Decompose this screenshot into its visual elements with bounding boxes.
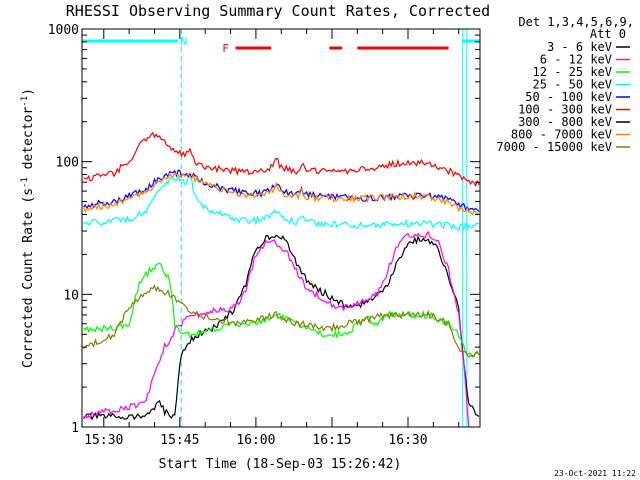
series-line-2 bbox=[83, 262, 480, 359]
legend-header-line-2: Att 0 bbox=[590, 27, 626, 41]
chart-title: RHESSI Observing Summary Count Rates, Co… bbox=[66, 2, 490, 20]
legend-label: 100 - 300 keV bbox=[518, 103, 612, 117]
x-tick-label: 15:30 bbox=[84, 433, 123, 448]
series-line-7 bbox=[82, 171, 480, 217]
x-axis: 15:30 15:45 16:00 16:15 16:30 bbox=[84, 29, 460, 448]
x-tick-label: 16:00 bbox=[236, 433, 275, 448]
y-tick-label: 100 bbox=[56, 156, 79, 171]
legend-label: 3 - 6 keV bbox=[547, 40, 612, 54]
legend-label: 25 - 50 keV bbox=[533, 78, 612, 92]
x-tick-label: 16:30 bbox=[388, 433, 427, 448]
series-line-8 bbox=[83, 284, 480, 358]
legend-label: 12 - 25 keV bbox=[533, 65, 612, 79]
indicator-flags: NF bbox=[82, 35, 480, 55]
legend-label: 800 - 7000 keV bbox=[511, 128, 612, 142]
flag-label-n: N bbox=[181, 35, 188, 48]
series-line-0 bbox=[83, 234, 480, 421]
x-tick-label: 16:15 bbox=[312, 433, 351, 448]
x-tick-label: 15:45 bbox=[160, 433, 199, 448]
series-lines bbox=[82, 131, 480, 428]
series-line-1 bbox=[83, 230, 470, 428]
y-axis: 1 10 100 1000 bbox=[48, 23, 480, 436]
legend-label: 300 - 800 keV bbox=[518, 115, 612, 129]
y-tick-label: 1000 bbox=[48, 23, 79, 38]
y-tick-label: 1 bbox=[71, 421, 79, 436]
legend-header-line-1: Det 1,3,4,5,6,9, bbox=[518, 15, 634, 29]
legend-label: 50 - 100 keV bbox=[525, 90, 612, 104]
legend-label: 6 - 12 keV bbox=[540, 53, 612, 67]
footer-timestamp: 23-Oct-2021 11:22 bbox=[554, 469, 636, 478]
x-axis-label: Start Time (18-Sep-03 15:26:42) bbox=[159, 457, 402, 472]
y-axis-label: Corrected Count Rate (s-1 detector-1) bbox=[20, 88, 36, 368]
legend-label: 7000 - 15000 keV bbox=[496, 140, 612, 154]
y-tick-label: 10 bbox=[63, 288, 79, 303]
series-line-5 bbox=[83, 131, 480, 188]
flag-label-f: F bbox=[222, 42, 229, 55]
series-line-3 bbox=[83, 174, 480, 232]
